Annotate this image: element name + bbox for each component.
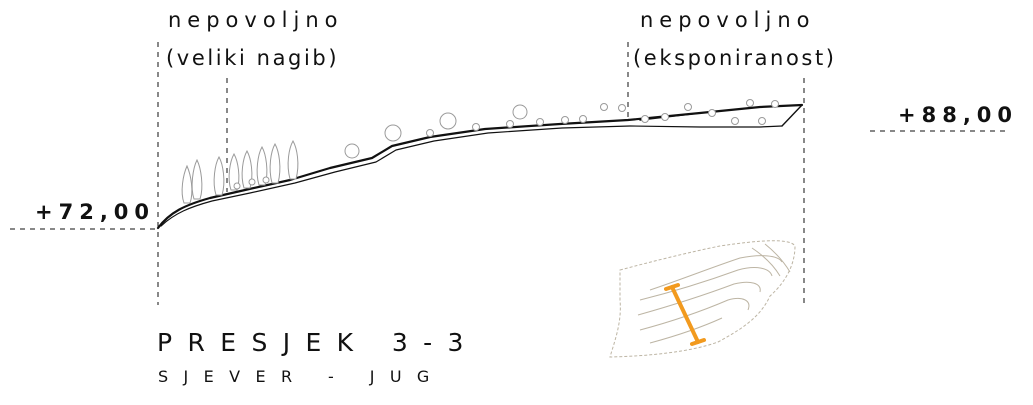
shrub bbox=[426, 129, 434, 137]
tree-round bbox=[344, 143, 360, 159]
tree-slim bbox=[181, 164, 193, 204]
tree-slim bbox=[269, 142, 281, 184]
terrain-surface-lower bbox=[160, 125, 783, 227]
shrub bbox=[561, 116, 569, 124]
shrub bbox=[579, 115, 587, 123]
right-zone-condition: nepovoljno bbox=[640, 8, 816, 32]
section-marker-line bbox=[670, 285, 700, 344]
shrub bbox=[641, 115, 649, 123]
shrub bbox=[618, 104, 626, 112]
terrain-edge-right bbox=[639, 104, 803, 127]
shrub bbox=[684, 103, 692, 111]
shrub bbox=[661, 113, 669, 121]
section-title: PRESJEK 3-3 bbox=[157, 328, 479, 357]
tree-round bbox=[512, 104, 528, 120]
shrub bbox=[233, 182, 241, 190]
section-marker-tick bbox=[690, 338, 706, 346]
elevation-right: +88,00 bbox=[898, 103, 1019, 127]
shrub bbox=[472, 123, 480, 131]
shrub bbox=[731, 117, 739, 125]
minimap-contour bbox=[637, 281, 761, 316]
shrub bbox=[248, 178, 256, 186]
section-marker bbox=[664, 283, 706, 346]
terrain-surface bbox=[156, 103, 804, 230]
tree-slim-group bbox=[181, 139, 299, 204]
shrub bbox=[708, 109, 716, 117]
minimap-outline bbox=[609, 240, 796, 358]
tree-round bbox=[384, 124, 402, 142]
shrub bbox=[506, 120, 514, 128]
shrub bbox=[262, 176, 270, 184]
minimap-contour bbox=[639, 297, 750, 331]
section-marker-tick bbox=[664, 283, 680, 291]
minimap-contour bbox=[649, 255, 783, 291]
minimap-contour bbox=[639, 267, 773, 301]
minimap-contour bbox=[764, 243, 791, 273]
tree-round bbox=[439, 112, 457, 130]
tree-slim bbox=[287, 139, 299, 180]
right-zone-reason: (eksponiranost) bbox=[633, 46, 837, 70]
shrub bbox=[600, 103, 608, 111]
shrub-group bbox=[233, 99, 779, 190]
tree-slim bbox=[191, 158, 203, 200]
boundary-lines bbox=[157, 42, 805, 305]
terrain-profile bbox=[156, 103, 804, 230]
shrub bbox=[536, 118, 544, 126]
tree-slim bbox=[228, 152, 240, 191]
vegetation bbox=[181, 99, 779, 204]
shrub bbox=[771, 100, 779, 108]
tree-round-group bbox=[344, 104, 528, 159]
left-zone-reason: (veliki nagib) bbox=[166, 46, 340, 70]
shrub bbox=[746, 99, 754, 107]
section-direction: SJEVER - JUG bbox=[158, 367, 445, 386]
minimap-contour bbox=[751, 247, 781, 277]
tree-slim bbox=[213, 155, 225, 196]
shrub bbox=[758, 117, 766, 125]
location-minimap bbox=[609, 240, 796, 358]
elevation-left: +72,00 bbox=[35, 200, 156, 224]
elevation-leaders bbox=[10, 130, 1010, 230]
left-zone-condition: nepovoljno bbox=[168, 8, 344, 32]
minimap-contour bbox=[649, 317, 723, 344]
